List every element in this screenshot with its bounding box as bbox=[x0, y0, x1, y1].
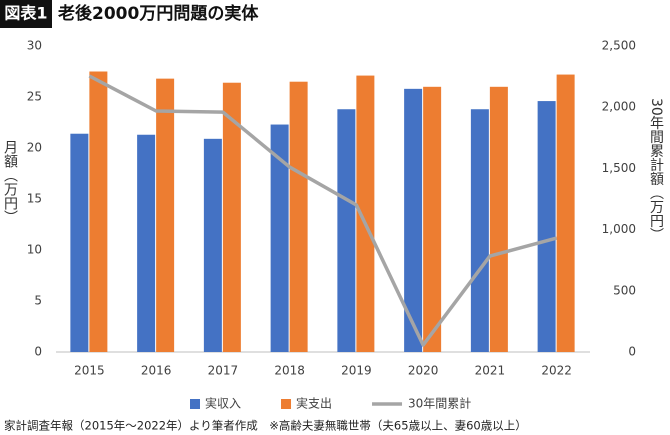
bar bbox=[70, 133, 89, 352]
figure-label: 図表1 bbox=[4, 4, 47, 23]
x-tick-label: 2022 bbox=[541, 364, 572, 378]
y-tick-label: 20 bbox=[27, 141, 42, 155]
bar bbox=[470, 109, 489, 353]
legend-label: 実収入 bbox=[205, 396, 241, 411]
x-tick-label: 2021 bbox=[475, 364, 506, 378]
x-tick-label: 2015 bbox=[74, 364, 105, 378]
bar bbox=[270, 124, 289, 352]
chart-title: 老後2000万円問題の実体 bbox=[57, 3, 259, 24]
y-tick-label: 30 bbox=[27, 39, 42, 53]
y-tick-label: 25 bbox=[27, 90, 42, 104]
y2-tick-label: 500 bbox=[613, 283, 636, 297]
bar bbox=[337, 109, 356, 353]
x-tick-label: 2016 bbox=[141, 364, 172, 378]
bar bbox=[89, 71, 108, 352]
label-box bbox=[0, 0, 52, 28]
legend-label: 実支出 bbox=[296, 396, 332, 411]
x-tick-label: 2018 bbox=[274, 364, 305, 378]
y2-tick-label: 1,000 bbox=[602, 222, 636, 236]
bar bbox=[137, 134, 156, 352]
bar bbox=[203, 138, 222, 352]
x-tick-label: 2017 bbox=[208, 364, 239, 378]
bar bbox=[489, 86, 508, 353]
y-tick-label: 15 bbox=[27, 192, 42, 206]
legend-swatch bbox=[281, 399, 292, 409]
bar bbox=[289, 81, 308, 352]
bar bbox=[423, 86, 442, 353]
bar bbox=[222, 82, 241, 352]
y2-axis-label: 30年間累計額（万円） bbox=[648, 98, 664, 242]
legend-swatch bbox=[190, 399, 200, 409]
y2-tick-label: 0 bbox=[628, 345, 636, 359]
bar bbox=[156, 78, 175, 352]
bar bbox=[556, 74, 575, 352]
bar bbox=[537, 101, 556, 352]
legend-label: 30年間累計 bbox=[408, 396, 471, 411]
x-tick-label: 2020 bbox=[408, 364, 439, 378]
footnote: 家計調査年報（2015年～2022年）より筆者作成 ※高齢夫妻無職世帯（夫65歳… bbox=[4, 419, 527, 433]
x-tick-label: 2019 bbox=[341, 364, 372, 378]
bar bbox=[356, 75, 375, 352]
y-tick-label: 10 bbox=[27, 243, 42, 257]
y-axis-label: 月額（万円） bbox=[2, 140, 18, 224]
line-series bbox=[88, 74, 558, 347]
y2-tick-label: 2,000 bbox=[602, 100, 636, 114]
y-tick-label: 5 bbox=[34, 294, 42, 308]
y2-tick-label: 1,500 bbox=[602, 161, 636, 175]
y-tick-label: 0 bbox=[34, 345, 42, 359]
y2-tick-label: 2,500 bbox=[602, 39, 636, 53]
bar bbox=[404, 88, 423, 352]
